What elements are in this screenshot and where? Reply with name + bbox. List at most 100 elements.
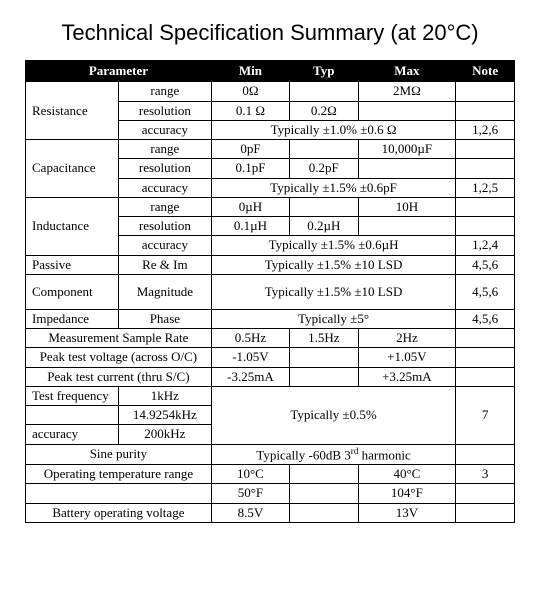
cell xyxy=(290,484,358,503)
cell xyxy=(456,503,515,522)
col-typ: Typ xyxy=(290,61,358,82)
table-row: Capacitance range 0pF 10,000µF xyxy=(26,140,515,159)
cell xyxy=(456,348,515,367)
param-passive: Passive xyxy=(26,255,119,274)
subparam: resolution xyxy=(118,159,211,178)
page-title: Technical Specification Summary (at 20°C… xyxy=(25,20,515,46)
subparam: resolution xyxy=(118,217,211,236)
sine-suffix: harmonic xyxy=(358,447,410,462)
cell: Typically ±1.5% ±0.6µH xyxy=(211,236,455,255)
col-min: Min xyxy=(211,61,289,82)
cell xyxy=(456,484,515,503)
cell: Typically ±0.5% xyxy=(211,386,455,444)
cell: 0Ω xyxy=(211,82,289,101)
table-row: Passive Re & Im Typically ±1.5% ±10 LSD … xyxy=(26,255,515,274)
param-ptc: Peak test current (thru S/C) xyxy=(26,367,212,386)
subparam: range xyxy=(118,140,211,159)
param-component: Component xyxy=(26,274,119,309)
cell xyxy=(290,82,358,101)
param-inductance: Inductance xyxy=(26,197,119,255)
cell: 1.5Hz xyxy=(290,329,358,348)
cell xyxy=(358,101,456,120)
cell xyxy=(358,217,456,236)
cell xyxy=(456,159,515,178)
table-row: Component Magnitude Typically ±1.5% ±10 … xyxy=(26,274,515,309)
cell: 10H xyxy=(358,197,456,216)
table-row: 50°F 104°F xyxy=(26,484,515,503)
cell: 10°C xyxy=(211,465,289,484)
cell xyxy=(290,465,358,484)
subparam: accuracy xyxy=(118,178,211,197)
col-note: Note xyxy=(456,61,515,82)
param-impedance: Impedance xyxy=(26,309,119,328)
cell xyxy=(456,197,515,216)
cell: 0.2Ω xyxy=(290,101,358,120)
cell xyxy=(290,140,358,159)
col-parameter: Parameter xyxy=(26,61,212,82)
sine-prefix: Typically -60dB 3 xyxy=(256,447,350,462)
cell: 8.5V xyxy=(211,503,289,522)
cell: 14.9254kHz xyxy=(118,406,211,425)
table-row: Operating temperature range 10°C 40°C 3 xyxy=(26,465,515,484)
cell xyxy=(290,197,358,216)
cell xyxy=(290,503,358,522)
cell: 0.5Hz xyxy=(211,329,289,348)
cell: 0pF xyxy=(211,140,289,159)
table-row: Test frequency 1kHz Typically ±0.5% 7 xyxy=(26,386,515,405)
param-capacitance: Capacitance xyxy=(26,140,119,198)
param-ptv: Peak test voltage (across O/C) xyxy=(26,348,212,367)
cell: Typically ±1.0% ±0.6 Ω xyxy=(211,120,455,139)
cell: 10,000µF xyxy=(358,140,456,159)
table-row: Resistance range 0Ω 2MΩ xyxy=(26,82,515,101)
subparam: resolution xyxy=(118,101,211,120)
cell: 1,2,6 xyxy=(456,120,515,139)
subparam: Re & Im xyxy=(118,255,211,274)
cell: 104°F xyxy=(358,484,456,503)
spec-table: Parameter Min Typ Max Note Resistance ra… xyxy=(25,60,515,523)
table-row: Peak test voltage (across O/C) -1.05V +1… xyxy=(26,348,515,367)
cell xyxy=(456,217,515,236)
cell: 2Hz xyxy=(358,329,456,348)
table-row: Sine purity Typically -60dB 3rd harmonic xyxy=(26,444,515,465)
param-sine: Sine purity xyxy=(26,444,212,465)
param-msr: Measurement Sample Rate xyxy=(26,329,212,348)
cell: 4,5,6 xyxy=(456,274,515,309)
cell: 7 xyxy=(456,386,515,444)
cell xyxy=(456,367,515,386)
cell: -1.05V xyxy=(211,348,289,367)
cell: 4,5,6 xyxy=(456,255,515,274)
cell xyxy=(456,101,515,120)
cell: 13V xyxy=(358,503,456,522)
cell: Typically ±1.5% ±0.6pF xyxy=(211,178,455,197)
cell: 1kHz xyxy=(118,386,211,405)
cell: 40°C xyxy=(358,465,456,484)
cell: 1,2,4 xyxy=(456,236,515,255)
subparam: range xyxy=(118,82,211,101)
subparam: Magnitude xyxy=(118,274,211,309)
cell: Typically ±5° xyxy=(211,309,455,328)
cell xyxy=(26,406,119,425)
table-row: Peak test current (thru S/C) -3.25mA +3.… xyxy=(26,367,515,386)
subparam: accuracy xyxy=(118,236,211,255)
cell: 0.1pF xyxy=(211,159,289,178)
cell xyxy=(26,484,212,503)
cell: 2MΩ xyxy=(358,82,456,101)
cell: Typically ±1.5% ±10 LSD xyxy=(211,255,455,274)
header-row: Parameter Min Typ Max Note xyxy=(26,61,515,82)
cell: 0.1 Ω xyxy=(211,101,289,120)
cell: +3.25mA xyxy=(358,367,456,386)
cell xyxy=(290,348,358,367)
cell: 0.2µH xyxy=(290,217,358,236)
cell xyxy=(358,159,456,178)
cell: 0µH xyxy=(211,197,289,216)
subparam: accuracy xyxy=(118,120,211,139)
cell: 4,5,6 xyxy=(456,309,515,328)
table-row: Inductance range 0µH 10H xyxy=(26,197,515,216)
cell: 1,2,5 xyxy=(456,178,515,197)
param-resistance: Resistance xyxy=(26,82,119,140)
cell xyxy=(456,329,515,348)
cell: +1.05V xyxy=(358,348,456,367)
cell: 0.2pF xyxy=(290,159,358,178)
cell xyxy=(456,140,515,159)
cell xyxy=(290,367,358,386)
